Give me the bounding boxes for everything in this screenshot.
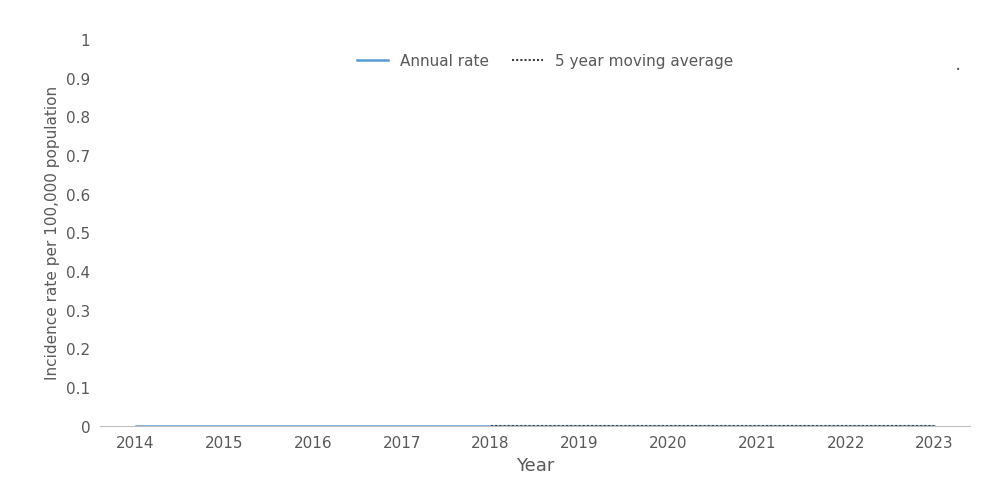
X-axis label: Year: Year	[516, 456, 554, 474]
Annual rate	[218, 423, 230, 429]
Annual rate	[396, 423, 408, 429]
Annual rate	[840, 423, 852, 429]
Annual rate	[485, 423, 497, 429]
5 year moving average	[840, 423, 852, 429]
Y-axis label: Incidence rate per 100,000 population: Incidence rate per 100,000 population	[45, 86, 60, 380]
Annual rate	[307, 423, 319, 429]
5 year moving average	[485, 423, 497, 429]
5 year moving average	[573, 423, 585, 429]
Annual rate	[573, 423, 585, 429]
Legend: Annual rate, 5 year moving average: Annual rate, 5 year moving average	[351, 48, 739, 75]
Annual rate	[928, 423, 940, 429]
Annual rate	[662, 423, 674, 429]
Annual rate	[130, 423, 142, 429]
Text: .: .	[955, 55, 961, 74]
Annual rate	[751, 423, 763, 429]
5 year moving average	[928, 423, 940, 429]
5 year moving average	[662, 423, 674, 429]
5 year moving average	[751, 423, 763, 429]
